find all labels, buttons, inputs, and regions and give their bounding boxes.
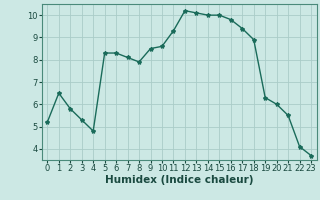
X-axis label: Humidex (Indice chaleur): Humidex (Indice chaleur)	[105, 175, 253, 185]
